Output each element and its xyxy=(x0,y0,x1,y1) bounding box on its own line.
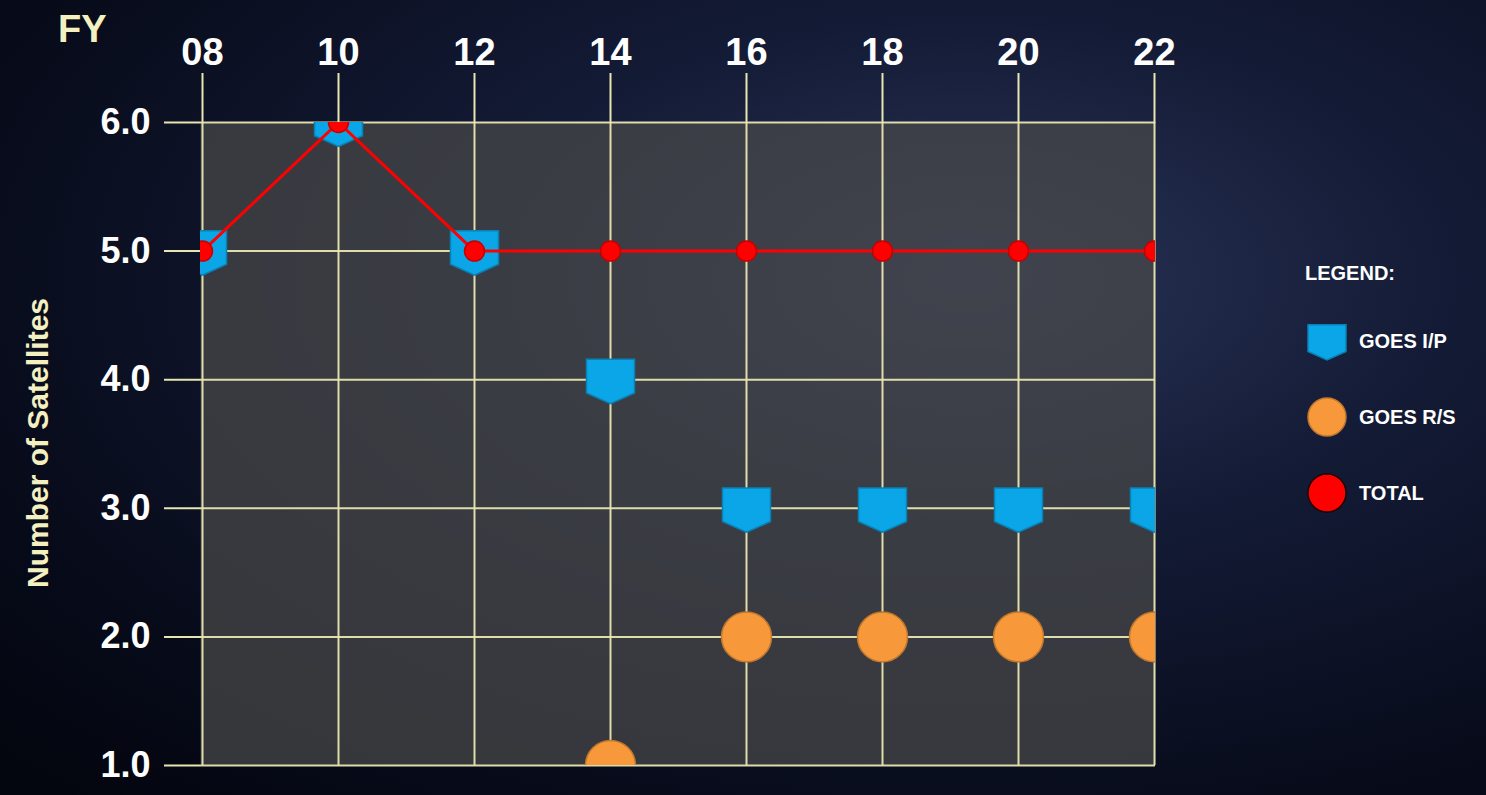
html-text:FY: FY xyxy=(58,8,107,50)
svg-text:6.0: 6.0 xyxy=(100,101,150,142)
svg-text:22: 22 xyxy=(1133,31,1175,73)
svg-text:08: 08 xyxy=(181,31,223,73)
html-text:LEGEND:: LEGEND: xyxy=(1305,262,1395,284)
html-text:GOES R/S: GOES R/S xyxy=(1359,405,1456,428)
svg-text:4.0: 4.0 xyxy=(100,358,150,399)
svg-text:18: 18 xyxy=(861,31,903,73)
html-text:TOTAL: TOTAL xyxy=(1359,481,1424,504)
svg-text:16: 16 xyxy=(725,31,767,73)
svg-text:10: 10 xyxy=(317,31,359,73)
svg-text:14: 14 xyxy=(589,31,631,73)
svg-text:2.0: 2.0 xyxy=(100,615,150,656)
svg-text:1.0: 1.0 xyxy=(100,744,150,785)
svg-text:5.0: 5.0 xyxy=(100,230,150,271)
svg-text:12: 12 xyxy=(453,31,495,73)
html-text:Number of Satellites: Number of Satellites xyxy=(21,298,54,588)
svg-text:3.0: 3.0 xyxy=(100,487,150,528)
svg-text:20: 20 xyxy=(997,31,1039,73)
html-text:GOES I/P: GOES I/P xyxy=(1359,329,1447,352)
